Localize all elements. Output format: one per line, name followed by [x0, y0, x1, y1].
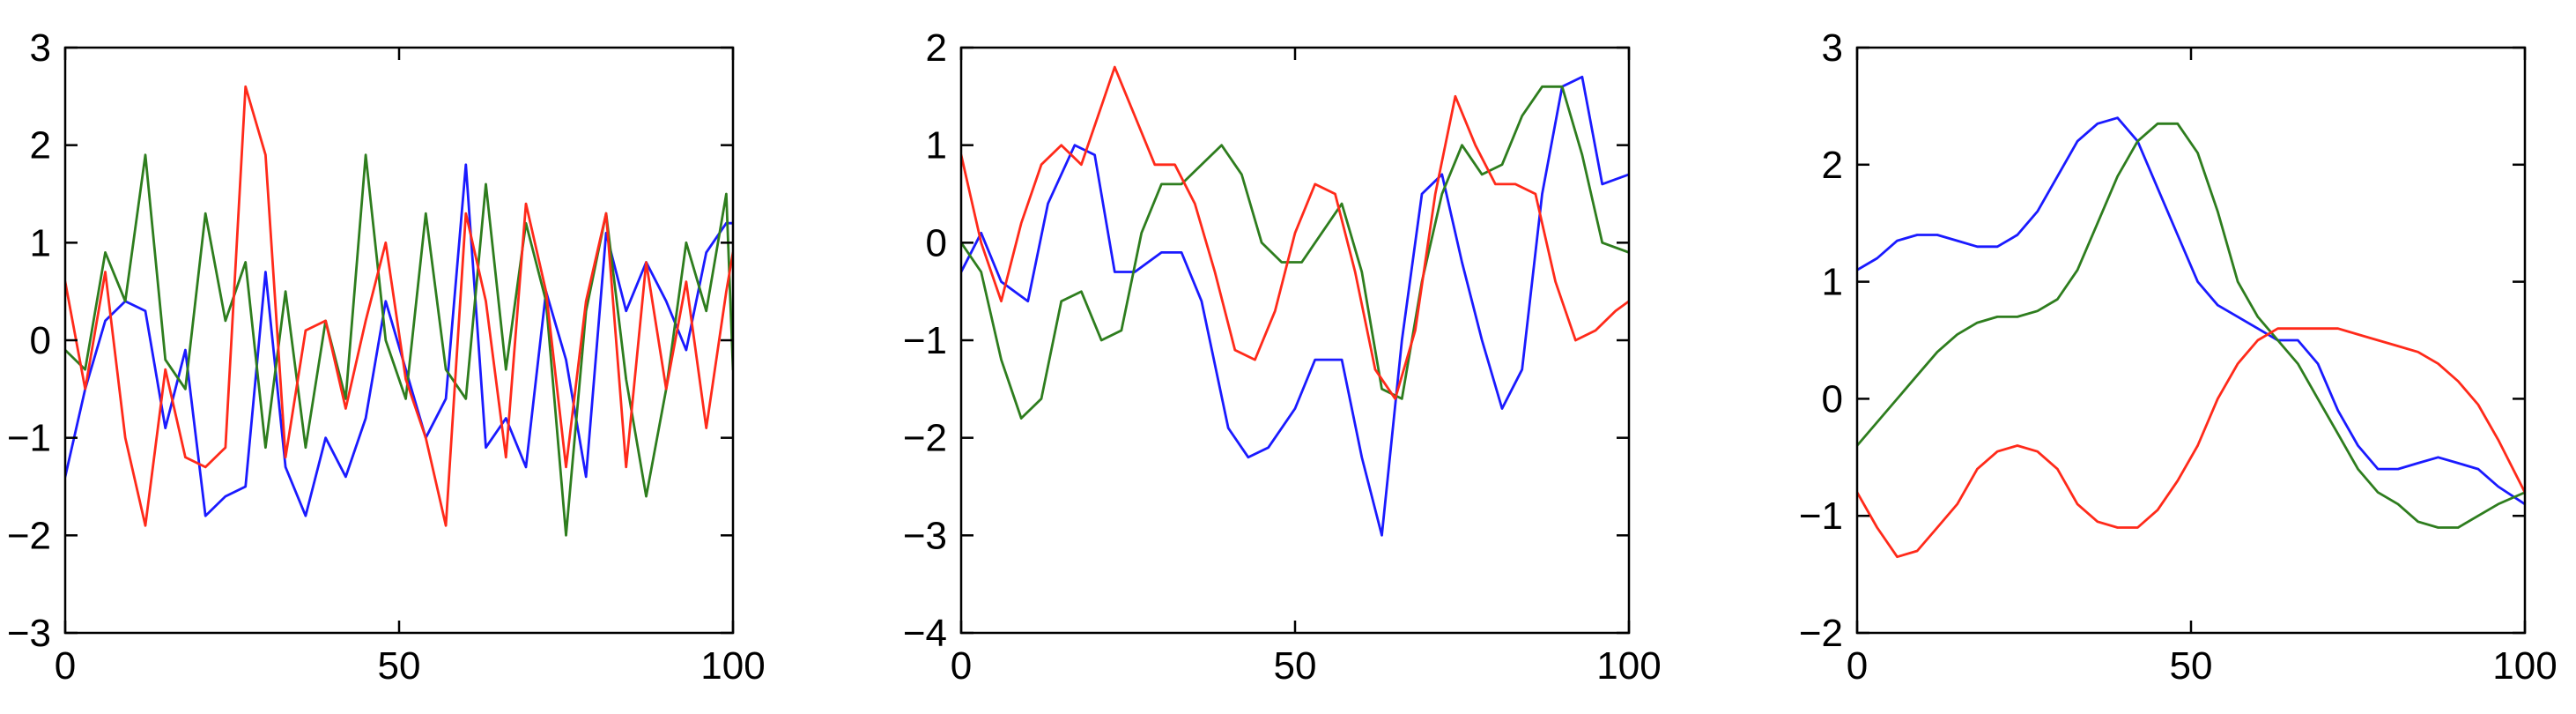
chart-panel-3: 0 50 100 −2 −1 0 1 2 3 [1799, 26, 2557, 688]
x-tick-label: 0 [1847, 644, 1868, 688]
y-tick-label: 1 [1822, 261, 1843, 304]
y-tick-label: 2 [1822, 144, 1843, 187]
y-tick-label: 0 [30, 319, 51, 362]
x-tick-label: 50 [2170, 644, 2213, 688]
series-line-red [1857, 327, 2525, 559]
series-line-red [65, 85, 733, 527]
x-tick-label: 100 [700, 644, 765, 688]
y-tick-label: 0 [926, 221, 947, 264]
x-tick-label: 100 [1596, 644, 1661, 688]
x-tick-label: 0 [55, 644, 76, 688]
y-tick-label: 3 [30, 26, 51, 70]
series-line-blue [961, 75, 1629, 537]
x-tick-label: 100 [2492, 644, 2557, 688]
y-tick-label: −2 [903, 417, 947, 460]
series-line-blue [1857, 116, 2525, 506]
y-tick-label: −4 [903, 612, 947, 655]
y-tick-label: 2 [926, 26, 947, 70]
y-tick-label: 0 [1822, 377, 1843, 420]
chart-panel-2: 0 50 100 −4 −3 −2 −1 0 1 2 [903, 26, 1662, 688]
x-tick-label: 50 [378, 644, 421, 688]
y-tick-label: −3 [903, 514, 947, 557]
chart-panel-1: 0 50 100 −3 −2 −1 0 1 2 3 [7, 26, 766, 688]
y-tick-label: −3 [7, 612, 51, 655]
x-tick-label: 50 [1274, 644, 1317, 688]
series-line-green [961, 85, 1629, 420]
y-tick-label: 1 [926, 124, 947, 167]
axes-frame [1855, 46, 2527, 635]
y-tick-label: 3 [1822, 26, 1843, 70]
series-line-blue [65, 163, 733, 517]
y-tick-label: −1 [903, 319, 947, 362]
y-tick-label: −1 [7, 417, 51, 460]
axes-frame [959, 46, 1631, 635]
y-tick-label: −2 [7, 514, 51, 557]
series-line-red [961, 65, 1629, 400]
y-tick-label: −1 [1799, 495, 1843, 538]
y-tick-label: −2 [1799, 612, 1843, 655]
series-line-green [65, 153, 733, 537]
y-tick-label: 1 [30, 221, 51, 264]
series-line-green [1857, 122, 2525, 529]
y-tick-label: 2 [30, 124, 51, 167]
x-tick-label: 0 [951, 644, 972, 688]
